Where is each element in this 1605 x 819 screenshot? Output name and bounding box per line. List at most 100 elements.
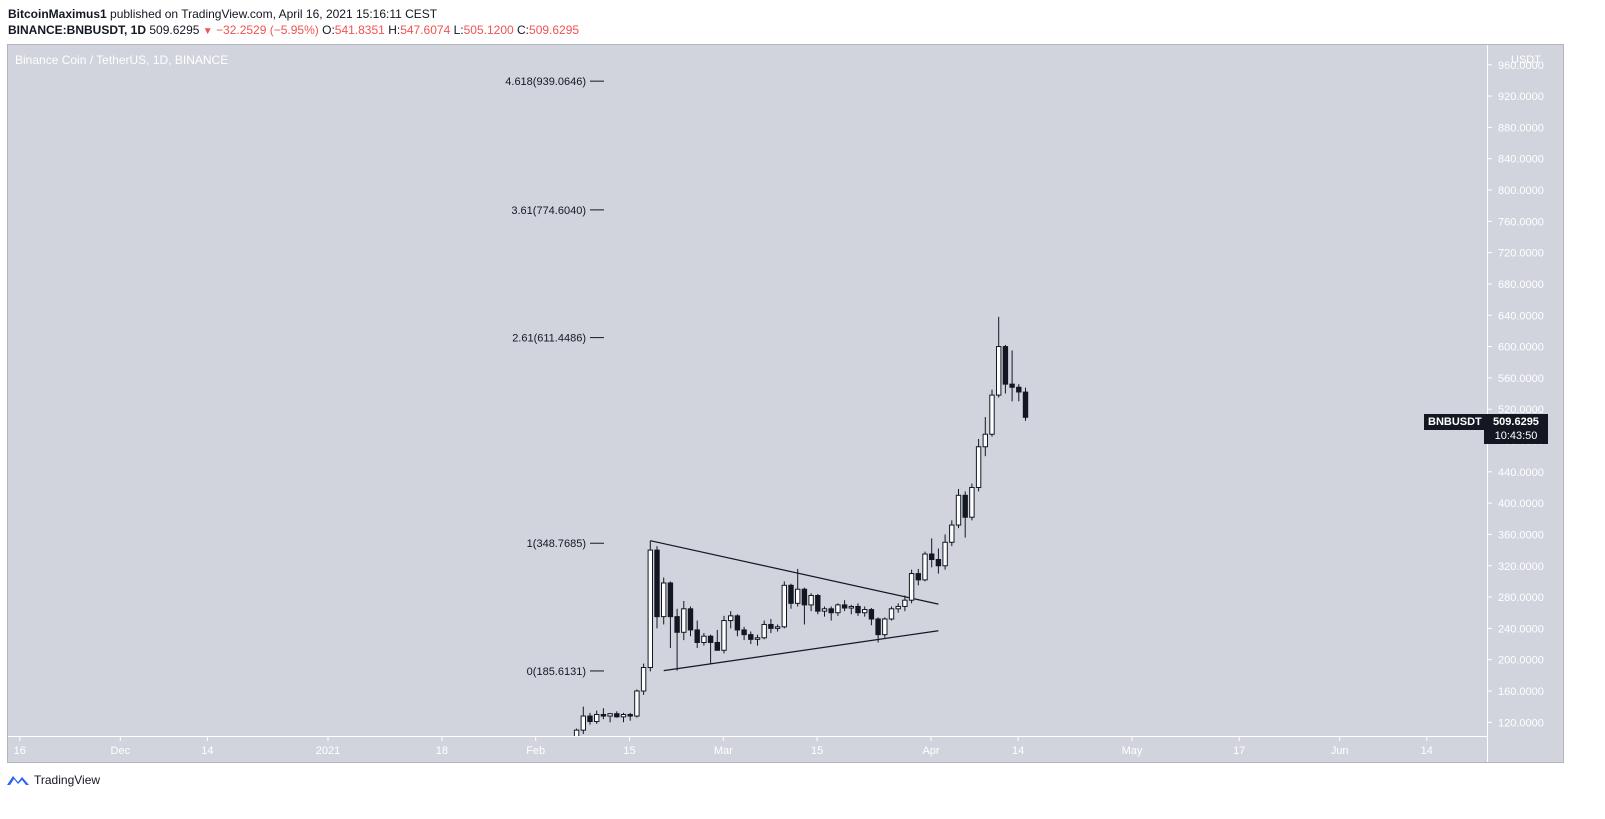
candle (1016, 384, 1022, 402)
candle (681, 600, 687, 641)
candle (754, 634, 761, 646)
candle-body-down (587, 715, 593, 723)
candle-body-up (647, 549, 653, 669)
price-tick-label: 760.0000 (1498, 216, 1544, 228)
last-price-badge: 509.6295 10:43:50 (1484, 414, 1548, 444)
candle-body-up (795, 588, 801, 604)
candle-body-down (855, 605, 861, 614)
symbol-label: BINANCE:BNBUSDT, 1D (8, 23, 147, 37)
candle-body-down (788, 584, 794, 604)
candle (694, 620, 700, 648)
candle (808, 593, 814, 612)
candle-body-up (681, 608, 687, 633)
price-tick-label: 880.0000 (1498, 122, 1544, 134)
open-label: O: (322, 23, 335, 37)
candle-body-up (835, 604, 841, 614)
time-tick-label: 15 (623, 745, 635, 757)
candle-body-up (808, 594, 814, 606)
candle-body-down (654, 549, 660, 618)
candle-body-up (989, 394, 995, 435)
candle (768, 618, 774, 634)
published-text: published on TradingView.com, April 16, … (106, 7, 438, 21)
candle (1009, 350, 1015, 402)
price-tick-label: 280.0000 (1498, 592, 1544, 604)
candle-body-up (754, 637, 761, 640)
candle-body-down (1016, 386, 1022, 393)
candle-body-up (975, 446, 982, 488)
down-arrow-icon: ▼ (202, 26, 213, 37)
candle-body-down (1022, 391, 1029, 418)
chart-plot-area[interactable]: 4.618(939.0646) 3.61(774.6040) 2.61(611.44… (8, 45, 1487, 736)
time-tick-label: 15 (811, 745, 823, 757)
candle-body-up (996, 346, 1002, 396)
candle-body-down (828, 608, 834, 614)
fib-level-label: 2.61(611.4486) (512, 333, 586, 345)
candle (1022, 387, 1029, 421)
price-tick-label: 400.0000 (1498, 498, 1544, 510)
price-tick-label: 160.0000 (1498, 686, 1544, 698)
price-tick-label: 680.0000 (1498, 279, 1544, 291)
candle-body-up (607, 713, 613, 717)
candle (902, 595, 908, 612)
chart-frame[interactable]: 4.618(939.0646) 3.61(774.6040) 2.61(611.44… (7, 44, 1564, 763)
candle (748, 631, 754, 645)
candle-body-up (821, 608, 828, 612)
tradingview-footer[interactable]: TradingView (6, 773, 100, 787)
high-value: 547.6074 (400, 23, 451, 37)
time-axis[interactable]: 16 Dec 14 2021 18 Feb 15 Mar 15 Apr 14 May 17 Jun 14 (8, 736, 1487, 762)
time-tick-label: Apr (922, 745, 939, 757)
time-tick-label: 14 (201, 745, 213, 757)
bar-countdown: 10:43:50 (1494, 430, 1538, 442)
candle (774, 624, 781, 632)
candle (969, 483, 975, 521)
time-tick-label: Feb (526, 745, 545, 757)
fib-level-label: 1(348.7685) (527, 538, 586, 550)
candle-body-down (694, 629, 700, 643)
candle (687, 606, 694, 637)
candle-body-up (862, 609, 868, 614)
candle (801, 587, 808, 625)
candle (634, 689, 640, 718)
candle (654, 546, 660, 629)
candle-body-down (868, 609, 875, 620)
candle-body-down (707, 635, 714, 643)
price-tick-label: 320.0000 (1498, 561, 1544, 573)
candle-body-down (841, 604, 848, 609)
candle (795, 568, 801, 607)
candle-body-down (915, 573, 921, 581)
candle (1002, 345, 1009, 394)
candle (594, 710, 600, 724)
candle-body-up (942, 541, 948, 567)
candle (922, 551, 928, 582)
close-label: C: (517, 23, 530, 37)
candle (935, 548, 942, 574)
badge-price: 509.6295 (1493, 416, 1539, 428)
candle-body-up (888, 608, 895, 620)
price-axis[interactable]: USDT 960.0000 920.0000 880.0000 840.0000 800.… (1487, 45, 1563, 762)
candle-body-up (640, 667, 647, 692)
time-tick-label: 2021 (316, 745, 340, 757)
candle (848, 604, 854, 615)
candle-body-up (949, 524, 955, 543)
chart-title: Binance Coin / TetherUS, 1D, BINANCE (15, 53, 229, 67)
author-name[interactable]: BitcoinMaximus1 (8, 7, 107, 21)
candle (929, 538, 935, 568)
candle-body-up (902, 599, 908, 607)
candle-body-up (721, 620, 727, 651)
fib-level-label: 3.61(774.6040) (511, 205, 586, 217)
candle (908, 569, 915, 604)
candle (607, 712, 613, 723)
candle (721, 615, 727, 654)
candlestick-chart[interactable]: 4.618(939.0646) 3.61(774.6040) 2.61(611.44… (8, 45, 1487, 736)
candle (835, 603, 841, 616)
high-label: H: (388, 23, 401, 37)
candle (580, 706, 586, 735)
close-value: 509.6295 (529, 23, 580, 37)
candle-body-up (701, 635, 707, 643)
candle (955, 489, 962, 529)
candle (862, 606, 868, 617)
time-tick-label: 17 (1233, 745, 1245, 757)
candle (821, 606, 828, 617)
candle (640, 663, 647, 695)
